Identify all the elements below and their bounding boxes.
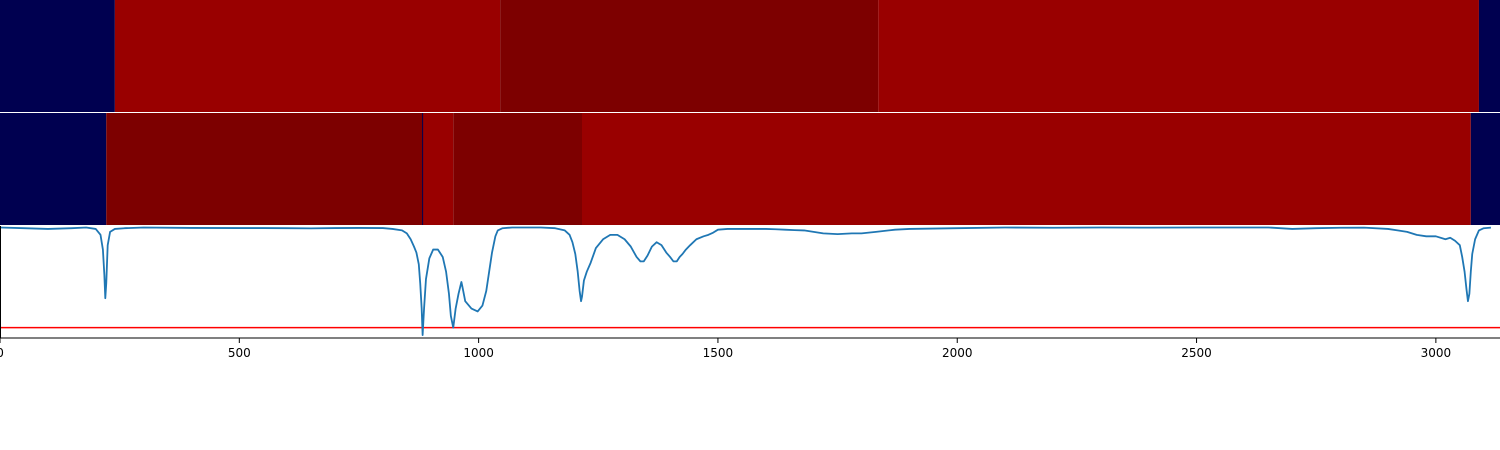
line-plot-panel <box>0 226 1500 339</box>
x-axis: 0 500 1000 1500 2000 2500 3000 <box>0 338 1451 360</box>
heatmap-row-bottom <box>0 113 1500 225</box>
x-tick-label: 500 <box>228 346 251 360</box>
heatmap-segment <box>106 113 423 225</box>
row-separator <box>0 112 1500 113</box>
heatmap-segment <box>1470 113 1500 225</box>
x-tick-label: 0 <box>0 346 4 360</box>
x-tick-label: 1500 <box>703 346 734 360</box>
heatmap-segment <box>0 0 115 112</box>
heatmap-segment <box>582 113 1471 225</box>
heatmap-segment <box>0 113 107 225</box>
x-tick-label: 2000 <box>942 346 973 360</box>
heatmap-segment <box>422 113 454 225</box>
heatmap-segment <box>453 113 583 225</box>
series-line <box>0 226 1491 336</box>
x-tick-label: 2500 <box>1181 346 1212 360</box>
x-tick-label: 3000 <box>1421 346 1452 360</box>
heatmap-segment <box>1478 0 1500 112</box>
heatmap-segment <box>878 0 1479 112</box>
heatmap-segment <box>114 0 501 112</box>
heatmap-segment <box>500 0 879 112</box>
x-tick-label: 1000 <box>463 346 494 360</box>
heatmap-row-top <box>0 0 1500 113</box>
